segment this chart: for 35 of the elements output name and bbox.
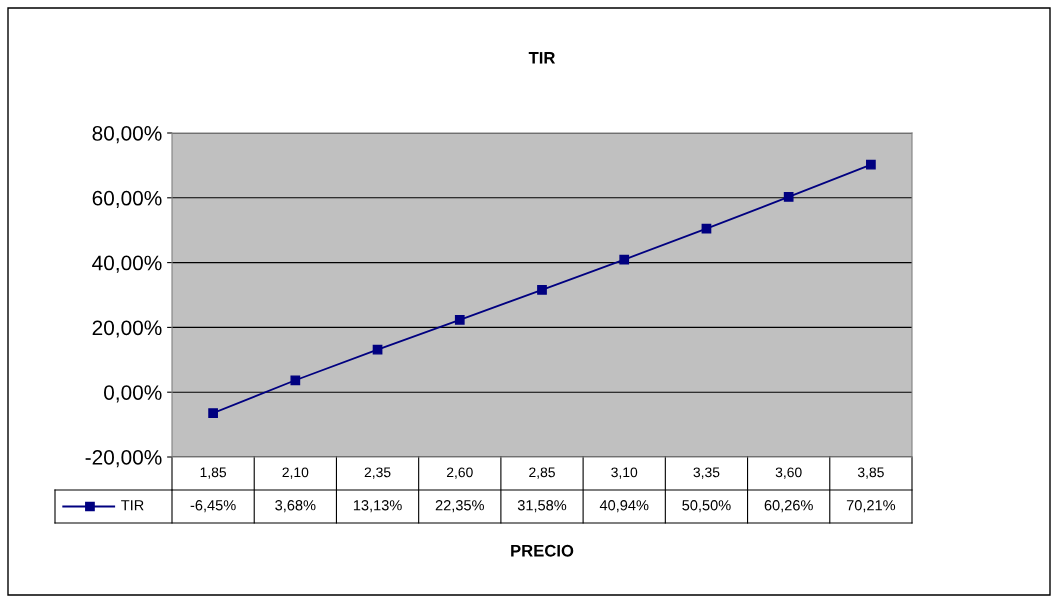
- point: [208, 408, 218, 418]
- data-label: 3,68%: [275, 500, 316, 513]
- x-tick-label: 2,35: [364, 467, 391, 479]
- point: [866, 159, 876, 170]
- y-tick-label: 20,00%: [92, 320, 162, 338]
- x-axis-title: PRECIO: [511, 544, 574, 557]
- data-label: 40,94%: [599, 500, 649, 513]
- data-label: 31,58%: [517, 500, 567, 513]
- y-tick-label: 80,00%: [92, 126, 162, 144]
- x-tick-label: 3,10: [611, 467, 638, 479]
- data-label: 22,35%: [435, 500, 484, 513]
- point: [783, 192, 794, 202]
- x-tick-label: 3,85: [857, 467, 884, 479]
- point: [454, 314, 465, 325]
- legend-label: TIR: [121, 500, 144, 511]
- x-tick-label: 2,10: [282, 467, 309, 479]
- data-label: -6,45%: [190, 500, 236, 513]
- x-tick-label: 1,85: [200, 467, 227, 479]
- chart-title: TIR: [528, 52, 556, 64]
- y-tick-label: 0,00%: [104, 385, 162, 403]
- point: [372, 344, 383, 355]
- x-tick-label: 2,60: [446, 467, 473, 479]
- point: [619, 254, 630, 265]
- data-label: 70,21%: [846, 500, 896, 513]
- point: [290, 375, 301, 386]
- x-tick-label: 3,35: [693, 467, 720, 479]
- y-tick-label: 40,00%: [92, 255, 162, 273]
- data-label: 60,26%: [764, 500, 813, 513]
- y-tick-label: -20,00%: [85, 450, 162, 468]
- x-tick-label: 3,60: [775, 467, 802, 479]
- point: [537, 285, 547, 295]
- y-tick-label: 60,00%: [92, 190, 162, 209]
- x-tick-label: 2,85: [529, 467, 555, 479]
- data-label: 50,50%: [682, 500, 731, 513]
- data-label: 13,13%: [353, 500, 402, 513]
